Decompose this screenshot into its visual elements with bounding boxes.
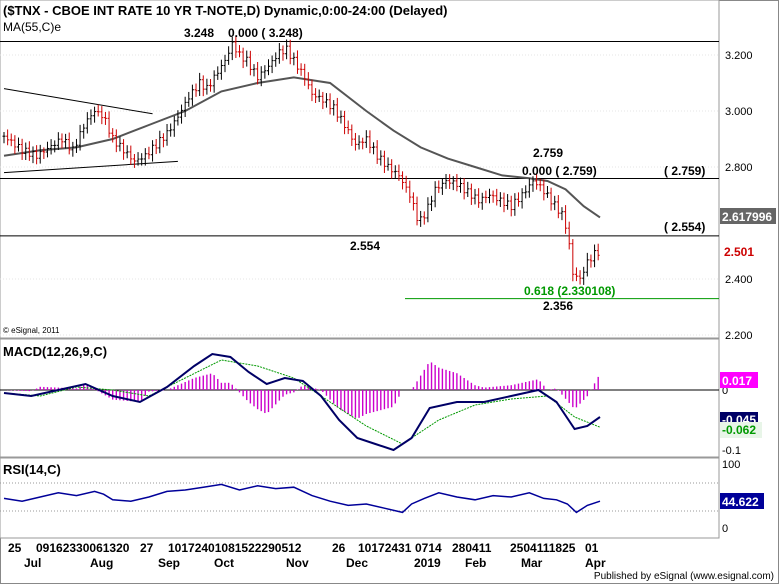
x-day-label: 0714 xyxy=(415,541,442,555)
x-month-label: 2019 xyxy=(414,556,441,570)
rsi-tick-label: 100 xyxy=(722,459,740,471)
macd-title: MACD(12,26,9,C) xyxy=(3,344,107,359)
trendline xyxy=(3,160,178,174)
ma-value-box xyxy=(720,208,776,224)
price-tick-label: 2.800 xyxy=(725,162,753,174)
level-label: 3.248 xyxy=(184,26,214,40)
x-month-label: Sep xyxy=(158,556,180,570)
rsi-tick-label: 0 xyxy=(722,523,728,535)
x-month-label: Apr xyxy=(585,556,606,570)
x-day-label: 01 xyxy=(585,541,599,555)
price-tick-label: 2.400 xyxy=(725,274,753,286)
level-label: 0.000 ( 2.759) xyxy=(522,164,597,178)
level-label: 0.000 ( 3.248) xyxy=(228,26,303,40)
chart-title: ($TNX - CBOE INT RATE 10 YR T-NOTE,D) Dy… xyxy=(3,3,448,18)
macd-content xyxy=(0,352,719,452)
price-tick-label: 3.200 xyxy=(725,50,753,62)
ma-label: MA(55,C)e xyxy=(3,20,61,34)
x-month-label: Nov xyxy=(286,556,309,570)
x-day-label: 280411 xyxy=(452,541,492,555)
x-day-label: 10172401081522290512 xyxy=(168,541,302,555)
macd-tick-label: 0 xyxy=(722,385,728,397)
price-labels: 3.248 0.000 ( 3.248) 2.759 0.000 ( 2.759) ( … xyxy=(184,26,705,313)
x-day-label: 10172431 xyxy=(358,541,412,555)
ma-line xyxy=(3,76,601,219)
rsi-pane[interactable]: RSI(14,C) xyxy=(0,457,720,539)
macd-signal-line xyxy=(3,359,601,445)
rsi-title: RSI(14,C) xyxy=(3,462,61,477)
last-price-box xyxy=(720,243,772,259)
level-label: ( 2.554) xyxy=(664,220,705,234)
price-tick-label: 3.000 xyxy=(725,106,753,118)
level-label: ( 2.759) xyxy=(664,164,705,178)
last-price-label: 2.501 xyxy=(724,245,754,259)
price-candles xyxy=(2,35,600,285)
level-label: 2.759 xyxy=(533,146,563,160)
published-text: Published by eSignal (www.esignal.com) xyxy=(594,571,774,582)
macd-signal-value: -0.062 xyxy=(722,423,756,437)
x-month-label: Jul xyxy=(24,556,41,570)
x-axis: 25 09162330061320 27 10172401081522290512 26… xyxy=(8,541,606,570)
trendline xyxy=(3,88,153,115)
level-label: 2.554 xyxy=(350,239,380,253)
macd-signal-box xyxy=(720,422,762,438)
copyright-text: © eSignal, 2011 xyxy=(3,326,60,335)
ma-value-label: 2.617996 xyxy=(722,210,772,224)
rsi-line xyxy=(3,483,601,514)
x-month-label: Aug xyxy=(90,556,113,570)
price-tick-label: 2.200 xyxy=(725,330,753,342)
x-day-label: 25 xyxy=(8,541,22,555)
x-day-label: 26 xyxy=(332,541,346,555)
price-pane[interactable]: ($TNX - CBOE INT RATE 10 YR T-NOTE,D) Dy… xyxy=(0,0,720,339)
x-day-label: 27 xyxy=(140,541,154,555)
macd-pane[interactable]: MACD(12,26,9,C) xyxy=(0,338,720,458)
macd-hist-value: 0.017 xyxy=(722,374,752,388)
x-month-label: Oct xyxy=(214,556,234,570)
price-lines xyxy=(0,41,719,300)
x-month-label: Feb xyxy=(465,556,486,570)
low-label: 2.356 xyxy=(543,299,573,313)
macd-tick-label: -0.1 xyxy=(722,445,741,457)
x-day-label: 09162330061320 xyxy=(36,541,130,555)
macd-hist-box xyxy=(720,372,758,388)
rsi-content xyxy=(0,482,719,514)
x-day-label: 2504111825 xyxy=(510,541,576,555)
right-scale: 3.200 3.000 2.800 2.400 2.200 2.617996 2.501 0 -… xyxy=(720,50,776,535)
rsi-pane-frame xyxy=(0,457,720,539)
x-month-label: Mar xyxy=(521,556,543,570)
rsi-value: 44.622 xyxy=(722,495,759,509)
macd-line xyxy=(3,352,601,452)
fib-label: 0.618 (2.330108) xyxy=(524,284,615,298)
x-month-label: Dec xyxy=(346,556,368,570)
price-pane-frame xyxy=(0,0,720,339)
rsi-value-box xyxy=(720,493,764,509)
